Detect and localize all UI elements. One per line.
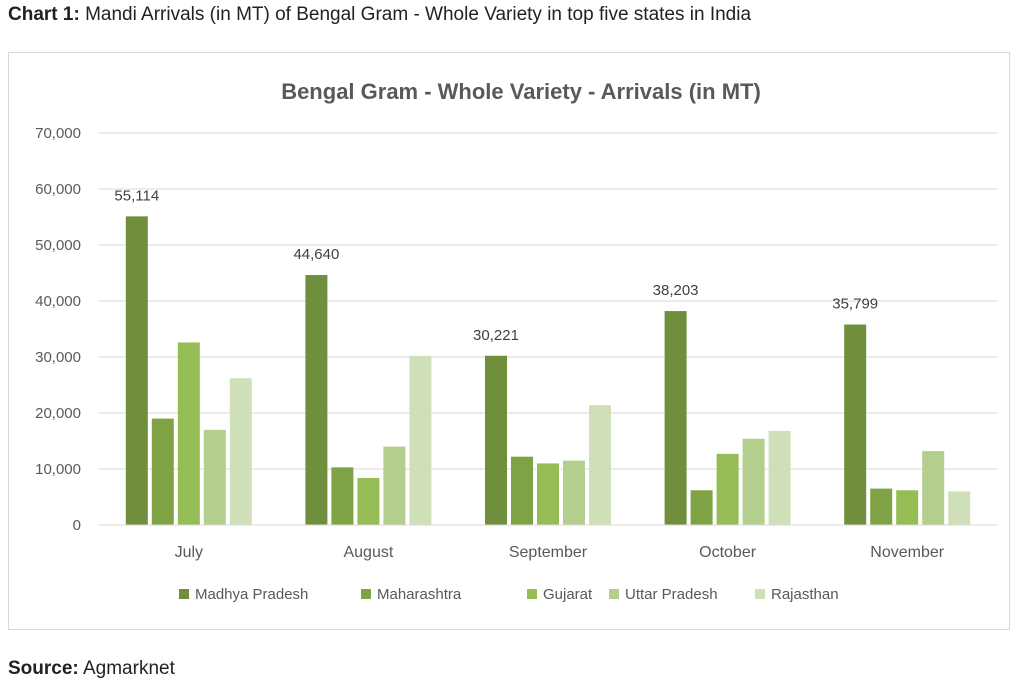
y-tick-label: 0 (73, 517, 81, 534)
y-tick-label: 60,000 (35, 181, 81, 198)
chart-frame: Bengal Gram - Whole Variety - Arrivals (… (8, 52, 1010, 630)
data-label: 38,203 (653, 282, 699, 299)
bar (177, 342, 200, 525)
y-tick-label: 70,000 (35, 125, 81, 142)
bar (537, 463, 559, 525)
x-tick-label: August (343, 544, 393, 561)
x-tick-label: July (175, 544, 203, 561)
legend-label: Uttar Pradesh (625, 586, 718, 603)
bar (203, 429, 226, 525)
bar (305, 275, 328, 525)
chart-title: Bengal Gram - Whole Variety - Arrivals (… (281, 79, 761, 104)
bar (870, 488, 893, 525)
y-tick-label: 30,000 (35, 349, 81, 366)
bar-chart: Bengal Gram - Whole Variety - Arrivals (… (35, 79, 997, 603)
data-label: 30,221 (473, 327, 519, 344)
legend-label: Maharashtra (377, 586, 462, 603)
bar (664, 311, 687, 525)
source-label: Source: (8, 658, 79, 679)
bars: 55,114 44,640 30,221 38,203 35,799 (114, 187, 971, 525)
legend-swatch (609, 589, 619, 599)
y-tick-label: 20,000 (35, 405, 81, 422)
x-tick-label: November (870, 544, 944, 561)
legend-label: Rajasthan (771, 586, 839, 603)
data-label: 55,114 (114, 187, 159, 204)
bar (125, 216, 148, 525)
data-label: 35,799 (832, 296, 878, 313)
bar (229, 378, 252, 525)
bar (742, 438, 765, 525)
bar (563, 460, 585, 525)
x-tick-label: October (699, 544, 757, 561)
legend-swatch (527, 589, 537, 599)
caption-label: Chart 1: (8, 4, 80, 25)
bar (690, 490, 713, 525)
bar (844, 324, 867, 525)
data-label: 44,640 (293, 246, 339, 263)
legend-label: Madhya Pradesh (195, 586, 308, 603)
y-tick-label: 10,000 (35, 461, 81, 478)
y-tick-label: 40,000 (35, 293, 81, 310)
bar (768, 430, 791, 525)
bar (331, 467, 354, 525)
y-tick-label: 50,000 (35, 237, 81, 254)
legend: Madhya Pradesh Maharashtra Gujarat Uttar Pr… (179, 586, 839, 603)
x-tick-label: September (509, 544, 588, 561)
chart-caption: Chart 1: Mandi Arrivals (in MT) of Benga… (8, 4, 751, 26)
bar (716, 453, 739, 525)
bar (409, 355, 432, 525)
bar (948, 491, 971, 525)
bar (383, 446, 406, 525)
bar (922, 451, 945, 525)
bar (151, 418, 174, 525)
y-axis: 0 10,000 20,000 30,000 40,000 50,000 60,000 70,… (35, 125, 81, 534)
legend-swatch (361, 589, 371, 599)
caption-text: Mandi Arrivals (in MT) of Bengal Gram - … (85, 4, 752, 25)
bar (589, 405, 611, 525)
x-axis: July August September October November (99, 524, 997, 561)
bar (511, 456, 533, 525)
source-note: Source: Agmarknet (8, 658, 175, 680)
bar (896, 490, 919, 525)
legend-swatch (179, 589, 189, 599)
bar (357, 477, 380, 525)
source-text: Agmarknet (82, 658, 175, 679)
legend-swatch (755, 589, 765, 599)
bar (485, 355, 507, 525)
legend-label: Gujarat (543, 586, 593, 603)
